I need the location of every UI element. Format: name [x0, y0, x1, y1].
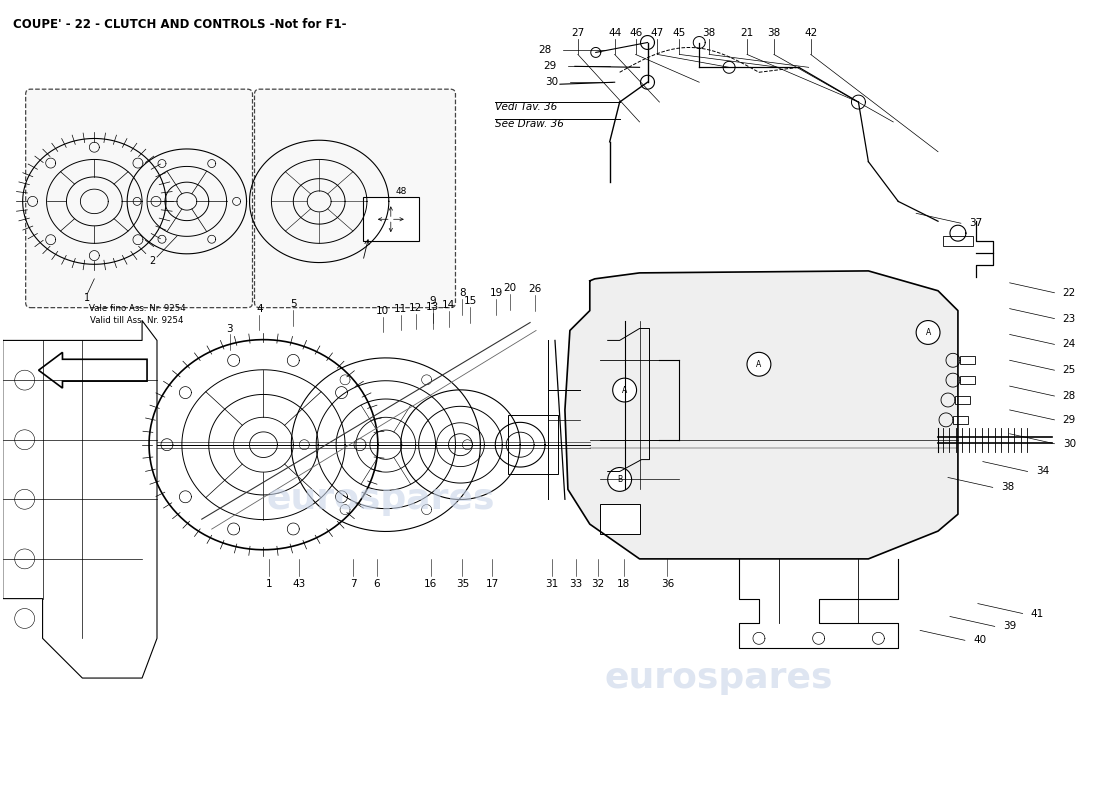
Text: 27: 27 [571, 27, 584, 38]
Text: B: B [617, 475, 623, 484]
Bar [600, 504, 639, 534]
Text: 38: 38 [1001, 482, 1014, 492]
Text: 30: 30 [1063, 438, 1076, 449]
Text: 29: 29 [543, 62, 557, 71]
Text: 46: 46 [629, 27, 642, 38]
Text: 10: 10 [376, 306, 389, 316]
FancyArrow shape [39, 352, 147, 388]
Text: 20: 20 [504, 282, 517, 293]
Text: 7: 7 [350, 578, 356, 589]
Text: 21: 21 [740, 27, 754, 38]
Text: 31: 31 [546, 578, 559, 589]
Text: 9: 9 [429, 296, 436, 306]
Text: 26: 26 [528, 284, 541, 294]
Text: 39: 39 [1003, 622, 1016, 631]
Text: 19: 19 [490, 288, 503, 298]
Bar [508, 415, 558, 474]
Text: Vale fino Ass. Nr. 9254: Vale fino Ass. Nr. 9254 [89, 304, 186, 313]
Text: 6: 6 [374, 578, 381, 589]
Text: 38: 38 [767, 27, 781, 38]
Text: 24: 24 [1063, 339, 1076, 350]
FancyBboxPatch shape [254, 89, 455, 308]
Text: 37: 37 [969, 218, 982, 228]
Text: 34: 34 [1036, 466, 1049, 477]
Text: 13: 13 [426, 302, 439, 312]
Text: COUPE' - 22 - CLUTCH AND CONTROLS -Not for F1-: COUPE' - 22 - CLUTCH AND CONTROLS -Not f… [13, 18, 346, 30]
FancyBboxPatch shape [25, 89, 253, 308]
Text: 48: 48 [395, 187, 406, 196]
Text: 2: 2 [148, 256, 155, 266]
Text: 47: 47 [651, 27, 664, 38]
Text: Vedi Tav. 36: Vedi Tav. 36 [495, 102, 558, 112]
Text: 29: 29 [1063, 415, 1076, 425]
Text: 22: 22 [1063, 288, 1076, 298]
Text: 4: 4 [256, 304, 263, 314]
Text: 15: 15 [464, 296, 477, 306]
Text: eurospares: eurospares [266, 482, 495, 516]
Text: A: A [925, 328, 931, 337]
Polygon shape [565, 271, 958, 559]
Text: eurospares: eurospares [605, 661, 834, 695]
Bar [363, 198, 419, 241]
Text: 41: 41 [1031, 609, 1044, 618]
Bar [960, 356, 975, 364]
Text: 1: 1 [266, 578, 273, 589]
Circle shape [747, 352, 771, 376]
Circle shape [607, 467, 631, 491]
Text: 43: 43 [293, 578, 306, 589]
Text: 28: 28 [538, 46, 552, 55]
Circle shape [916, 321, 940, 344]
Text: A: A [621, 386, 627, 394]
Text: 14: 14 [442, 300, 455, 310]
Text: 38: 38 [703, 27, 716, 38]
Text: A: A [757, 360, 761, 369]
Bar [955, 396, 970, 404]
Text: 44: 44 [608, 27, 622, 38]
Text: 8: 8 [459, 288, 465, 298]
Text: 45: 45 [673, 27, 686, 38]
Text: 16: 16 [424, 578, 437, 589]
Text: 3: 3 [227, 323, 233, 334]
Text: 23: 23 [1063, 314, 1076, 323]
Bar [943, 236, 972, 246]
Text: 32: 32 [591, 578, 604, 589]
Text: 25: 25 [1063, 366, 1076, 375]
Text: See Draw. 36: See Draw. 36 [495, 119, 564, 129]
Text: 30: 30 [546, 78, 559, 87]
Text: Valid till Ass. Nr. 9254: Valid till Ass. Nr. 9254 [90, 315, 184, 325]
Text: 36: 36 [661, 578, 674, 589]
Bar [960, 376, 975, 384]
Text: 18: 18 [617, 578, 630, 589]
Text: 40: 40 [974, 635, 987, 646]
Text: 28: 28 [1063, 391, 1076, 401]
Circle shape [613, 378, 637, 402]
Text: 12: 12 [409, 302, 422, 313]
Text: 11: 11 [394, 304, 407, 314]
Text: 42: 42 [804, 27, 817, 38]
Text: 17: 17 [486, 578, 499, 589]
Text: 35: 35 [455, 578, 469, 589]
Text: 1: 1 [85, 293, 90, 302]
Text: 33: 33 [569, 578, 583, 589]
Text: 5: 5 [290, 298, 297, 309]
Bar [953, 416, 968, 424]
